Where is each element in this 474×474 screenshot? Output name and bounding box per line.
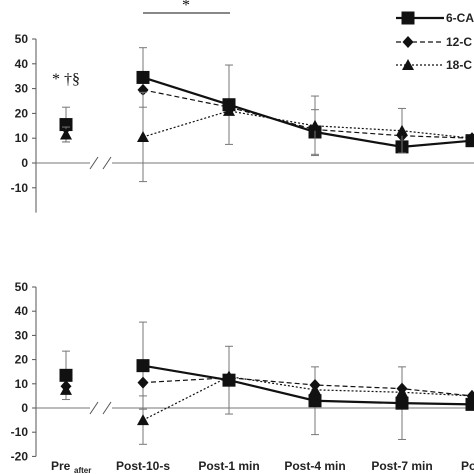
point-6-ca — [59, 368, 73, 382]
y-tick-label: 50 — [15, 280, 29, 294]
point-18-c — [309, 119, 321, 131]
point-18-c — [60, 383, 72, 395]
y-tick-label: 40 — [15, 57, 29, 71]
series-line-6-ca — [142, 364, 473, 406]
legend-label-18-c: 18-C — [446, 58, 472, 72]
y-tick-label: 40 — [15, 304, 29, 318]
point-12-c — [137, 376, 149, 389]
x-label: Post-1 min — [198, 459, 259, 473]
y-tick-label: 0 — [21, 401, 28, 415]
series-line-12-c — [142, 377, 473, 397]
x-label: Post-7 min — [371, 459, 432, 473]
legend: 6-CA 12-C 18-C — [396, 11, 474, 72]
point-6-ca — [465, 397, 474, 411]
x-label: Post-10-s — [116, 459, 170, 473]
x-axis-labels: Pre after Post-10-s Post-1 min Post-4 min Pos… — [51, 459, 474, 474]
point-18-c — [137, 414, 149, 426]
legend-marker-12-c — [402, 36, 414, 48]
y-tick-label: -10 — [11, 425, 29, 439]
y-tick-label: 50 — [15, 32, 29, 46]
x-label: Po — [461, 459, 474, 473]
x-label-pre: Pre — [51, 459, 71, 473]
x-label: Post-4 min — [284, 459, 345, 473]
legend-label-12-c: 12-C — [446, 35, 472, 49]
panel-bottom: 50 40 30 20 10 0 -10 -20 — [11, 280, 474, 463]
axis-break-mark — [102, 156, 112, 170]
y-tick-label: 20 — [15, 106, 29, 120]
panel-top: 50 40 30 20 10 0 -10 — [11, 32, 474, 213]
point-18-c — [396, 124, 408, 136]
legend-marker-18-c — [402, 59, 414, 70]
point-12-c — [137, 83, 149, 96]
y-tick-label: 0 — [21, 156, 28, 170]
point-18-c — [137, 130, 149, 142]
point-18-c — [466, 389, 474, 401]
point-18-c — [309, 383, 321, 395]
y-tick-label: 20 — [15, 353, 29, 367]
point-6-ca — [308, 394, 322, 408]
y-tick-label: 10 — [15, 377, 29, 391]
point-18-c — [223, 370, 235, 382]
y-tick-label: 30 — [15, 82, 29, 96]
legend-label-6-ca: 6-CA — [446, 11, 474, 25]
point-18-c — [60, 128, 72, 140]
point-6-ca — [136, 359, 150, 373]
significance-marker: * — [182, 0, 190, 14]
point-18-c — [466, 132, 474, 144]
point-18-c — [223, 104, 235, 116]
y-tick-label: -20 — [11, 449, 29, 463]
significance-marker-pre: * †§ — [52, 71, 80, 88]
point-6-ca — [395, 396, 409, 410]
y-tick-label: 10 — [15, 131, 29, 145]
y-tick-label: 30 — [15, 328, 29, 342]
axis-break-mark — [89, 401, 99, 415]
series-line-18-c — [142, 375, 473, 421]
series-line-12-c — [142, 89, 473, 139]
axis-break-mark — [89, 156, 99, 170]
legend-marker-6-ca — [401, 11, 415, 25]
x-label-pre-subscript: after — [74, 466, 91, 474]
point-6-ca — [136, 70, 150, 84]
annotations: * * †§ — [52, 0, 230, 88]
y-tick-label: -10 — [11, 181, 29, 195]
series-line-18-c — [142, 110, 473, 139]
axis-break-mark — [102, 401, 112, 415]
point-18-c — [396, 386, 408, 398]
